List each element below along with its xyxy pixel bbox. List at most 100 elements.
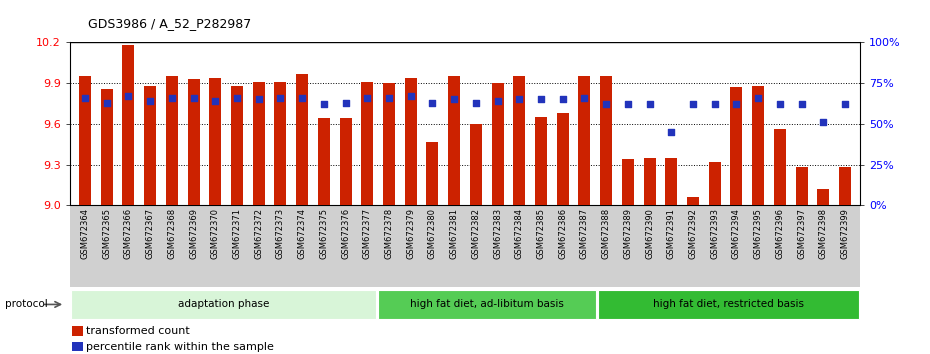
Bar	[709, 162, 721, 205]
Point	[100, 100, 114, 105]
Text: GSM672379: GSM672379	[406, 208, 415, 259]
Point	[685, 102, 700, 107]
Point	[490, 98, 505, 104]
Point	[664, 129, 679, 135]
Point	[794, 102, 809, 107]
Text: GDS3986 / A_52_P282987: GDS3986 / A_52_P282987	[88, 17, 252, 30]
Text: GSM672378: GSM672378	[384, 208, 393, 259]
Text: GSM672367: GSM672367	[146, 208, 154, 259]
Bar	[188, 79, 200, 205]
Bar	[598, 290, 859, 319]
Bar	[622, 159, 634, 205]
Text: GSM672372: GSM672372	[254, 208, 263, 259]
Bar	[379, 290, 595, 319]
Point	[599, 102, 614, 107]
Bar	[73, 326, 83, 336]
Point	[273, 95, 288, 101]
Bar	[665, 158, 677, 205]
Text: GSM672382: GSM672382	[472, 208, 481, 259]
Text: GSM672383: GSM672383	[493, 208, 502, 259]
Point	[316, 102, 331, 107]
Point	[469, 100, 484, 105]
Point	[165, 95, 179, 101]
Bar	[730, 87, 742, 205]
Text: GSM672370: GSM672370	[211, 208, 219, 259]
Text: GSM672391: GSM672391	[667, 208, 676, 259]
Point	[816, 119, 830, 125]
Bar	[839, 167, 851, 205]
Point	[425, 100, 440, 105]
Bar	[253, 82, 265, 205]
Bar	[470, 124, 482, 205]
Point	[577, 95, 591, 101]
Text: GSM672392: GSM672392	[688, 208, 698, 259]
Text: GSM672395: GSM672395	[753, 208, 763, 259]
Text: adaptation phase: adaptation phase	[178, 299, 269, 309]
Point	[534, 97, 549, 102]
Point	[512, 97, 526, 102]
Text: GSM672388: GSM672388	[602, 208, 611, 259]
Bar	[427, 142, 438, 205]
Bar	[557, 113, 569, 205]
Bar	[339, 119, 352, 205]
Bar	[71, 290, 376, 319]
Text: GSM672375: GSM672375	[319, 208, 328, 259]
Text: GSM672397: GSM672397	[797, 208, 806, 259]
Text: high fat diet, ad-libitum basis: high fat diet, ad-libitum basis	[410, 299, 564, 309]
Text: GSM672365: GSM672365	[102, 208, 112, 259]
Text: GSM672368: GSM672368	[167, 208, 177, 259]
Text: GSM672364: GSM672364	[81, 208, 89, 259]
Bar	[73, 342, 83, 352]
Bar	[752, 86, 764, 205]
Point	[360, 95, 375, 101]
Text: GSM672394: GSM672394	[732, 208, 741, 259]
Bar	[123, 45, 134, 205]
Point	[186, 95, 201, 101]
Bar	[231, 86, 243, 205]
Bar	[644, 158, 656, 205]
Point	[77, 95, 92, 101]
Bar	[274, 82, 286, 205]
Bar	[817, 189, 830, 205]
Point	[708, 102, 723, 107]
Point	[838, 102, 853, 107]
Text: protocol: protocol	[5, 299, 47, 309]
Point	[404, 93, 418, 99]
Bar	[361, 82, 373, 205]
Text: GSM672377: GSM672377	[363, 208, 372, 259]
Point	[230, 95, 245, 101]
Point	[729, 102, 744, 107]
Text: GSM672366: GSM672366	[124, 208, 133, 259]
Text: percentile rank within the sample: percentile rank within the sample	[86, 342, 274, 352]
Text: transformed count: transformed count	[86, 326, 190, 336]
Bar	[687, 197, 699, 205]
Bar	[209, 78, 221, 205]
Text: GSM672384: GSM672384	[515, 208, 524, 259]
Point	[555, 97, 570, 102]
Bar	[535, 117, 547, 205]
Bar	[383, 83, 395, 205]
Bar	[492, 83, 503, 205]
Text: GSM672369: GSM672369	[189, 208, 198, 259]
Bar	[79, 76, 91, 205]
Bar	[296, 74, 308, 205]
Text: GSM672381: GSM672381	[449, 208, 458, 259]
Point	[207, 98, 222, 104]
Point	[773, 102, 788, 107]
Bar	[448, 76, 460, 205]
Bar	[513, 76, 525, 205]
Text: GSM672380: GSM672380	[428, 208, 437, 259]
Text: GSM672389: GSM672389	[623, 208, 632, 259]
Text: GSM672374: GSM672374	[298, 208, 307, 259]
Text: GSM672398: GSM672398	[818, 208, 828, 259]
Point	[251, 97, 266, 102]
Text: GSM672385: GSM672385	[537, 208, 546, 259]
Point	[381, 95, 396, 101]
Bar	[774, 129, 786, 205]
Text: GSM672387: GSM672387	[580, 208, 589, 259]
Point	[142, 98, 157, 104]
Text: high fat diet, restricted basis: high fat diet, restricted basis	[653, 299, 804, 309]
Bar	[100, 88, 113, 205]
Text: GSM672371: GSM672371	[232, 208, 242, 259]
Text: GSM672399: GSM672399	[841, 208, 849, 259]
